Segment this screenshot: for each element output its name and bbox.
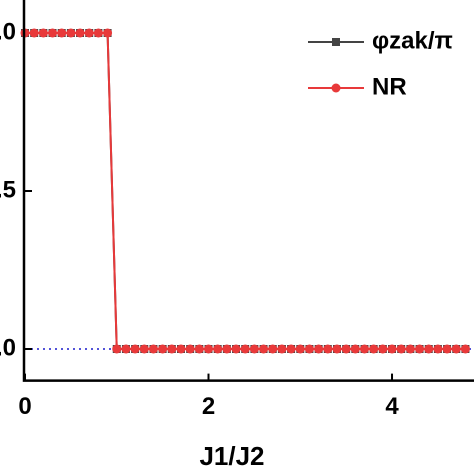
marker: [38, 28, 48, 38]
marker: [268, 344, 278, 354]
marker: [148, 344, 158, 354]
marker: [194, 344, 204, 354]
marker: [286, 344, 296, 354]
legend-marker: [331, 83, 341, 93]
marker: [323, 344, 333, 354]
y-tick-label: 0.5: [0, 176, 16, 203]
marker: [240, 344, 250, 354]
x-tick-label: 0: [18, 393, 31, 420]
marker: [222, 344, 232, 354]
marker: [29, 28, 39, 38]
marker: [277, 344, 287, 354]
marker: [387, 344, 397, 354]
marker: [121, 344, 131, 354]
marker: [103, 28, 113, 38]
marker: [460, 344, 470, 354]
marker: [75, 28, 85, 38]
marker: [378, 344, 388, 354]
legend-label: NR: [372, 73, 407, 100]
marker: [314, 344, 324, 354]
marker: [48, 28, 58, 38]
marker: [66, 28, 76, 38]
legend-marker: [332, 38, 340, 46]
marker: [451, 344, 461, 354]
marker: [249, 344, 259, 354]
marker: [424, 344, 434, 354]
marker: [341, 344, 351, 354]
marker: [213, 344, 223, 354]
x-tick-label: 2: [202, 393, 215, 420]
marker: [112, 344, 122, 354]
axis-frame: [22, 0, 474, 382]
marker: [295, 344, 305, 354]
y-tick-label: 0.0: [0, 334, 16, 361]
marker: [158, 344, 168, 354]
marker: [332, 344, 342, 354]
marker: [433, 344, 443, 354]
marker: [396, 344, 406, 354]
marker: [415, 344, 425, 354]
marker: [304, 344, 314, 354]
legend-label: φzak/π: [372, 27, 453, 54]
marker: [259, 344, 269, 354]
marker: [176, 344, 186, 354]
marker: [231, 344, 241, 354]
marker: [369, 344, 379, 354]
marker: [130, 344, 140, 354]
marker: [350, 344, 360, 354]
marker: [405, 344, 415, 354]
marker: [84, 28, 94, 38]
x-axis-label: J1/J2: [199, 441, 264, 471]
marker: [359, 344, 369, 354]
marker: [139, 344, 149, 354]
marker: [204, 344, 214, 354]
marker: [57, 28, 67, 38]
marker: [93, 28, 103, 38]
y-tick-label: 1.0: [0, 18, 16, 45]
marker: [167, 344, 177, 354]
x-tick-label: 4: [385, 393, 399, 420]
marker: [442, 344, 452, 354]
marker: [185, 344, 195, 354]
